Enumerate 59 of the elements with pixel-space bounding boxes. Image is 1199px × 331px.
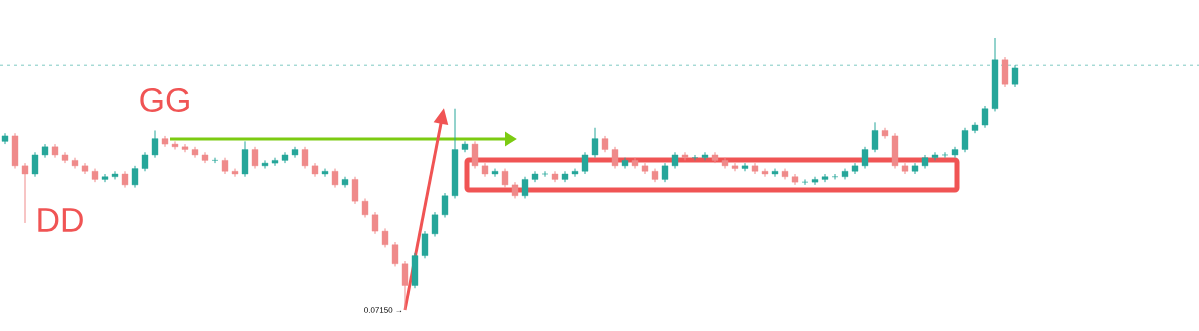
candlestick <box>111 170 119 180</box>
candlestick <box>831 173 839 180</box>
candlestick <box>571 168 579 178</box>
candlestick <box>181 143 189 153</box>
candlestick <box>371 211 379 235</box>
annotation: GG <box>140 88 189 112</box>
candlestick <box>701 151 709 161</box>
candlestick <box>421 230 429 259</box>
candlestick <box>941 151 949 159</box>
candlestick <box>141 151 149 172</box>
candlestick <box>631 157 639 170</box>
candlestick <box>661 162 669 183</box>
candlestick <box>761 168 769 178</box>
candlestick <box>71 157 79 170</box>
candlestick <box>931 151 939 161</box>
annotation: DD <box>38 208 83 232</box>
candlestick <box>621 157 629 170</box>
candlestick <box>171 140 179 151</box>
candlestick <box>401 260 409 311</box>
candlestick <box>21 162 29 224</box>
candlestick <box>771 168 779 178</box>
candlestick <box>261 159 269 170</box>
candlestick <box>151 129 159 159</box>
candlestick <box>301 146 309 170</box>
candlestick <box>611 146 619 170</box>
candlestick <box>361 197 369 219</box>
candlestick <box>391 241 399 267</box>
candlestick <box>861 146 869 170</box>
candlestick <box>541 170 549 178</box>
candlestick <box>101 173 109 183</box>
candlestick <box>801 178 809 186</box>
candlestick <box>961 127 969 153</box>
candlestick <box>591 127 599 159</box>
candlestick <box>981 105 989 129</box>
candlestick <box>681 151 689 161</box>
candlestick <box>431 211 439 238</box>
candlestick <box>721 157 729 170</box>
candlestick <box>351 176 359 205</box>
candlestick <box>31 151 39 178</box>
candlestick <box>131 165 139 189</box>
candlestick <box>581 151 589 175</box>
candlestick <box>331 168 339 189</box>
candlestick <box>741 162 749 172</box>
candlestick <box>251 146 259 170</box>
candlestick <box>271 157 279 167</box>
candlestick <box>811 176 819 186</box>
candlestick <box>321 168 329 178</box>
candlestick <box>441 192 449 219</box>
candlestick <box>821 173 829 183</box>
candlestick <box>231 168 239 178</box>
candlestick <box>211 157 219 164</box>
candlestick <box>521 176 529 199</box>
candlestick <box>691 154 699 161</box>
candlestick <box>501 168 509 189</box>
candlestick <box>491 168 499 178</box>
candlestick <box>381 227 389 248</box>
candlestick <box>731 162 739 172</box>
candlestick <box>871 121 879 153</box>
candlestick <box>471 140 479 170</box>
